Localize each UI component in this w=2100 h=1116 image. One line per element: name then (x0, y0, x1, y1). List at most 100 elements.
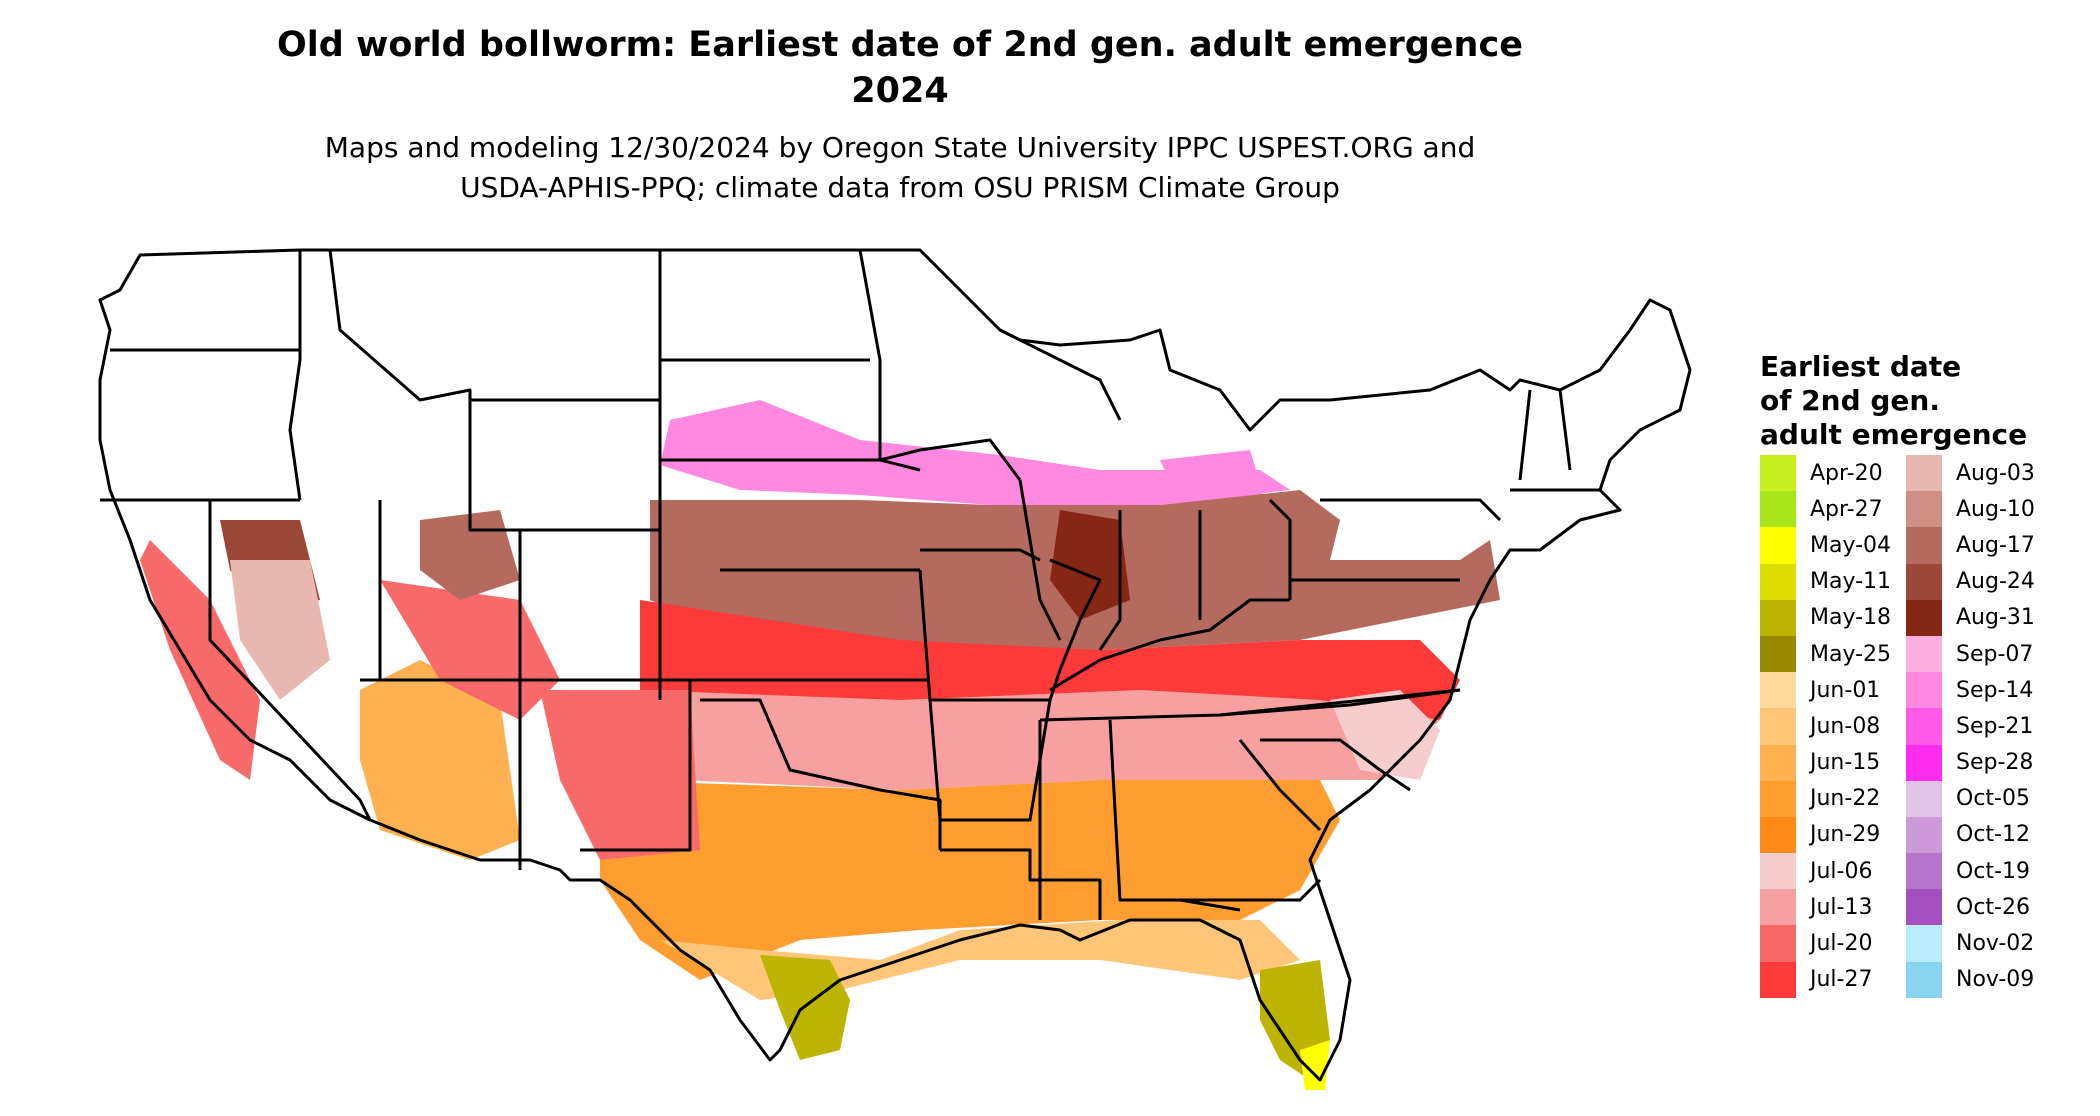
legend-title-line-1: Earliest date (1760, 350, 1962, 383)
legend-column-1: Apr-20 Apr-27 May-04 May-11 May-18 May-25 Jun-… (1760, 455, 1891, 998)
legend-swatch (1906, 672, 1942, 709)
legend-title-line-2: of 2nd gen. (1760, 384, 1940, 417)
legend-label: Jul-27 (1810, 967, 1873, 993)
legend-label: Jul-20 (1810, 931, 1873, 957)
legend-label: Oct-05 (1956, 786, 2030, 812)
boundary-new-england (1510, 389, 1600, 492)
band-red-middle (640, 600, 1460, 720)
legend-label: Aug-03 (1956, 460, 2035, 486)
legend-item: Oct-19 (1906, 853, 2035, 890)
legend-swatch (1760, 708, 1796, 745)
legend-item: Apr-20 (1760, 455, 1891, 492)
legend-swatch (1760, 925, 1796, 962)
legend-title: Earliest date of 2nd gen. adult emergenc… (1760, 350, 2027, 452)
legend-swatch (1906, 889, 1942, 926)
legend-item: Jun-29 (1760, 816, 1891, 854)
legend-label: Jun-22 (1810, 786, 1881, 812)
legend-item: Jun-01 (1760, 672, 1891, 709)
legend-item: Aug-31 (1906, 599, 2035, 636)
state-boundaries (98, 248, 1692, 1082)
legend-item: May-11 (1760, 563, 1892, 600)
legend-item: Jul-27 (1760, 961, 1891, 998)
band-co-brown (420, 510, 520, 600)
legend-item: Oct-12 (1906, 816, 2035, 854)
legend-label: Aug-31 (1956, 605, 2035, 631)
legend-column-2: Aug-03 Aug-10 Aug-17 Aug-24 Aug-31 Sep-07 Sep-… (1906, 455, 2035, 998)
legend-item: Jun-22 (1760, 780, 1891, 817)
legend-swatch (1906, 563, 1942, 600)
legend-item: Oct-26 (1906, 889, 2035, 926)
map-title-line-2: 2024 (851, 71, 949, 111)
legend-swatch (1760, 853, 1796, 890)
legend-swatch (1760, 563, 1796, 600)
boundary-ms-al (1038, 719, 1241, 920)
map-title-line-1: Old world bollworm: Earliest date of 2nd… (277, 25, 1523, 65)
legend-item: Apr-27 (1760, 491, 1891, 528)
boundary-id-west (288, 250, 302, 501)
legend-item: Aug-24 (1906, 563, 2035, 600)
legend-label: Apr-20 (1810, 460, 1883, 486)
legend-item: Aug-03 (1906, 455, 2035, 492)
boundary-nm-tx (580, 680, 692, 852)
legend-swatch (1906, 708, 1942, 745)
boundary-mt-south (328, 249, 660, 402)
boundary-oh-pa (1268, 498, 1292, 600)
legend-label: Jul-06 (1810, 858, 1873, 884)
legend-label: Nov-09 (1956, 967, 2035, 993)
legend-swatch (1906, 527, 1942, 564)
legend-item: May-04 (1760, 527, 1892, 564)
legend-swatch (1906, 491, 1942, 528)
legend-swatch (1906, 925, 1942, 962)
legend-item: Sep-14 (1906, 672, 2035, 709)
boundary-nc-sc (1260, 738, 1411, 792)
legend-item: Nov-09 (1906, 961, 2035, 998)
legend-title-line-3: adult emergence (1760, 418, 2028, 451)
legend-swatch (1906, 780, 1942, 817)
legend-label: Jun-01 (1810, 677, 1881, 703)
boundary-la (940, 848, 1102, 920)
legend-swatch (1760, 672, 1796, 709)
legend-label: Sep-21 (1956, 713, 2034, 739)
legend-label: Aug-10 (1956, 496, 2035, 522)
boundary-tn-ky (1039, 688, 1461, 722)
legend-item: May-25 (1760, 635, 1891, 673)
legend-label: May-11 (1810, 569, 1892, 595)
map-title: Old world bollworm: Earliest date of 2nd… (0, 22, 1800, 114)
boundary-pa-ny (1320, 498, 1502, 522)
legend-item: Aug-10 (1906, 491, 2035, 528)
boundary-ga-sc (1238, 739, 1322, 832)
boundary-wi-mi (999, 328, 1122, 421)
legend-item: Jul-13 (1760, 889, 1891, 926)
legend-label: Oct-12 (1956, 822, 2030, 848)
legend-swatch (1760, 961, 1796, 998)
band-orange-south (600, 780, 1340, 980)
legend-swatch (1906, 599, 1942, 636)
legend-swatch (1906, 455, 1942, 492)
legend-item: Jun-08 (1760, 708, 1891, 745)
legend-label: May-04 (1810, 532, 1892, 558)
legend-label: Sep-07 (1956, 641, 2034, 667)
map-fill-bands (140, 400, 1500, 1090)
band-pink-north (660, 400, 1290, 505)
legend-label: Nov-02 (1956, 931, 2035, 957)
legend-swatch (1906, 853, 1942, 890)
legend-swatch (1760, 780, 1796, 817)
legend-swatch (1760, 455, 1796, 492)
legend-label: Sep-28 (1956, 750, 2034, 776)
legend-label: Jun-29 (1810, 822, 1881, 848)
legend-item: Nov-02 (1906, 925, 2035, 962)
band-pink-mi (1160, 450, 1265, 505)
legend-item: Jul-20 (1760, 925, 1891, 962)
legend-label: Jun-15 (1810, 750, 1881, 776)
legend-swatch (1760, 527, 1796, 564)
legend-item: Oct-05 (1906, 780, 2035, 817)
legend-item: May-18 (1760, 599, 1891, 636)
legend-label: Aug-24 (1956, 569, 2035, 595)
map-subtitle-line-1: Maps and modeling 12/30/2024 by Oregon S… (324, 131, 1476, 164)
legend-item: Jul-06 (1760, 853, 1891, 890)
legend-swatch (1760, 889, 1796, 926)
legend-label: Oct-26 (1956, 894, 2030, 920)
legend-item: Sep-21 (1906, 708, 2035, 745)
legend-swatch (1760, 816, 1796, 854)
boundary-ca-nv (208, 500, 372, 821)
